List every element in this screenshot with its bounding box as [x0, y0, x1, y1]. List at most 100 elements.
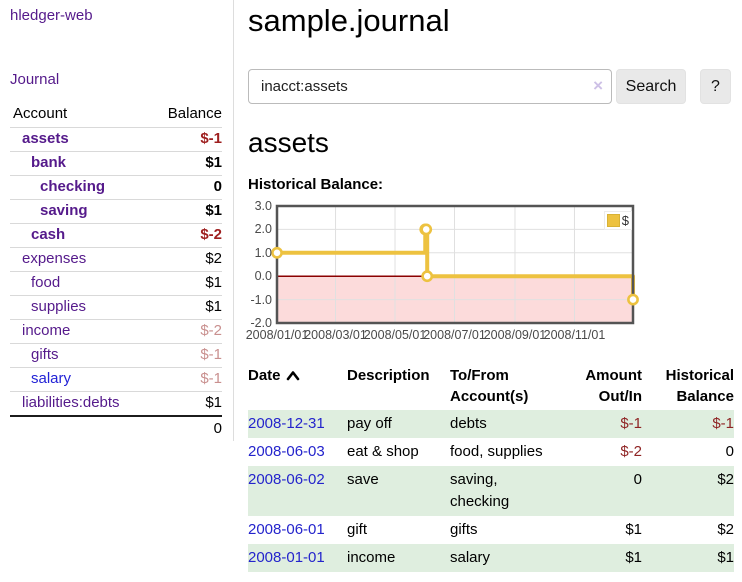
- account-balance: $1: [149, 391, 222, 416]
- sidebar-account-row: checking 0: [10, 175, 222, 200]
- legend-label: $: [621, 213, 629, 228]
- x-axis-tick-label: 2008/07/01: [423, 328, 486, 342]
- transaction-balance: $-1: [712, 415, 734, 432]
- transaction-description: gift: [347, 521, 368, 538]
- sidebar-account-link[interactable]: cash: [31, 226, 66, 243]
- register-row: 2008-06-01 gift gifts $1 $2: [248, 516, 734, 544]
- historical-balance-chart: $ 3.0 2.0 1.0 0.0 -1.0 -2.0 2008/01/01 2008/03/…: [245, 199, 642, 346]
- clear-search-icon[interactable]: ×: [593, 76, 603, 95]
- register-table: Date Description To/From Account(s) Amount Ou…: [248, 362, 734, 572]
- header-label: Date: [248, 367, 281, 384]
- search-button[interactable]: Search: [616, 69, 686, 104]
- account-balance: $1: [149, 271, 222, 296]
- header-label: Description: [347, 367, 430, 384]
- sidebar-account-link[interactable]: expenses: [22, 250, 87, 267]
- transaction-date-link[interactable]: 2008-06-03: [248, 443, 325, 460]
- x-axis-tick-label: 2008/03/01: [304, 328, 367, 342]
- register-row: 2008-12-31 pay off debts $-1 $-1: [248, 410, 734, 438]
- sort-ascending-icon: [286, 371, 299, 381]
- chart-legend: $: [603, 211, 632, 230]
- transaction-amount: $-2: [620, 443, 642, 460]
- register-row: 2008-06-03 eat & shop food, supplies $-2 0: [248, 438, 734, 466]
- header-label: Amount: [585, 367, 642, 384]
- sidebar-account-link[interactable]: salary: [31, 370, 72, 387]
- x-axis-tick-label: 2008/05/01: [363, 328, 427, 342]
- sidebar-account-link[interactable]: saving: [40, 202, 88, 219]
- transaction-accounts: saving, checking: [450, 471, 510, 510]
- search-input[interactable]: [248, 69, 612, 104]
- register-column-header: Historical Balance: [642, 362, 734, 410]
- register-column-header: Amount Out/In: [562, 362, 642, 410]
- sidebar-account-row: salary $-1: [10, 367, 222, 392]
- transaction-amount: $-1: [620, 415, 642, 432]
- sidebar-accounts-header-row: Account Balance: [10, 103, 222, 128]
- transaction-description: income: [347, 549, 396, 566]
- balance-column-header: Balance: [167, 105, 222, 122]
- account-balance: 0: [149, 175, 222, 200]
- account-balance: $1: [149, 199, 222, 224]
- sidebar-account-link[interactable]: checking: [40, 178, 106, 195]
- balance-chart-plot: [271, 204, 639, 325]
- sidebar-account-row: saving $1: [10, 199, 222, 224]
- account-column-header: Account: [13, 105, 68, 122]
- sidebar-account-link[interactable]: supplies: [31, 298, 87, 315]
- sidebar-account-row: food $1: [10, 271, 222, 296]
- transaction-accounts: food, supplies: [450, 443, 543, 460]
- total-balance: 0: [10, 415, 222, 441]
- transaction-balance: $1: [717, 549, 734, 566]
- account-balance: $1: [149, 151, 222, 176]
- account-balance: $-1: [149, 367, 222, 392]
- transaction-amount: $1: [625, 521, 642, 538]
- y-axis-tick-label: 2.0: [254, 222, 272, 237]
- header-label-line2: Account(s): [450, 388, 529, 405]
- transaction-description: eat & shop: [347, 443, 419, 460]
- chart-title: Historical Balance:: [248, 176, 384, 193]
- transaction-balance: $2: [717, 471, 734, 488]
- register-column-header: Description: [347, 362, 450, 410]
- register-row: 2008-06-02 save saving, checking 0 $2: [248, 466, 734, 516]
- header-label-line2: Balance: [676, 388, 734, 405]
- x-axis-tick-label: 2008/01/01: [245, 328, 309, 342]
- transaction-date-link[interactable]: 2008-06-01: [248, 521, 325, 538]
- y-axis-tick-label: 0.0: [254, 269, 272, 284]
- sidebar-accounts-body: assets $-1 bank $1 checking 0 saving $1 cash $-2 e…: [10, 127, 222, 441]
- legend-swatch-icon: [606, 214, 620, 227]
- transaction-balance: $2: [717, 521, 734, 538]
- header-label-line2: Out/In: [598, 388, 642, 405]
- x-axis-tick-label: 2008/11/01: [543, 328, 606, 342]
- sidebar-account-row: income $-2: [10, 319, 222, 344]
- sidebar-account-row: cash $-2: [10, 223, 222, 248]
- account-balance: $-2: [149, 223, 222, 248]
- sidebar-account-link[interactable]: bank: [31, 154, 67, 171]
- account-balance: $-1: [149, 127, 222, 152]
- transaction-date-link[interactable]: 2008-12-31: [248, 415, 325, 432]
- sidebar-account-link[interactable]: assets: [22, 130, 69, 147]
- page-title: sample.journal: [248, 3, 450, 38]
- sidebar-item-journal[interactable]: Journal: [10, 71, 60, 88]
- y-axis-tick-label: -1.0: [250, 292, 272, 307]
- account-page-title: assets: [248, 127, 329, 158]
- sidebar-account-link[interactable]: gifts: [31, 346, 59, 363]
- sidebar: hledger-web Journal Account Balance asse…: [0, 0, 234, 441]
- app-title-link[interactable]: hledger-web: [10, 7, 93, 24]
- help-button[interactable]: ?: [700, 69, 731, 104]
- register-column-header[interactable]: Date: [248, 362, 347, 410]
- sidebar-total-row: 0: [10, 415, 222, 441]
- transaction-amount: $1: [625, 549, 642, 566]
- account-balance: $-2: [149, 319, 222, 344]
- register-body: 2008-12-31 pay off debts $-1 $-1 2008-06-03 ea…: [248, 410, 734, 572]
- header-label: To/From: [450, 367, 509, 384]
- transaction-date-link[interactable]: 2008-01-01: [248, 549, 325, 566]
- x-axis-tick-label: 2008/09/01: [483, 328, 547, 342]
- y-axis-tick-label: 1.0: [254, 245, 272, 260]
- transaction-description: pay off: [347, 415, 392, 432]
- account-balance: $-1: [149, 343, 222, 368]
- sidebar-account-link[interactable]: liabilities:debts: [22, 394, 120, 411]
- search-form: ×: [248, 69, 612, 104]
- transaction-date-link[interactable]: 2008-06-02: [248, 471, 325, 488]
- sidebar-account-link[interactable]: income: [22, 322, 71, 339]
- sidebar-account-row: liabilities:debts $1: [10, 391, 222, 416]
- sidebar-accounts-table: Account Balance assets $-1 bank $1 checking 0…: [10, 103, 222, 441]
- sidebar-account-link[interactable]: food: [31, 274, 61, 291]
- sidebar-account-row: expenses $2: [10, 247, 222, 272]
